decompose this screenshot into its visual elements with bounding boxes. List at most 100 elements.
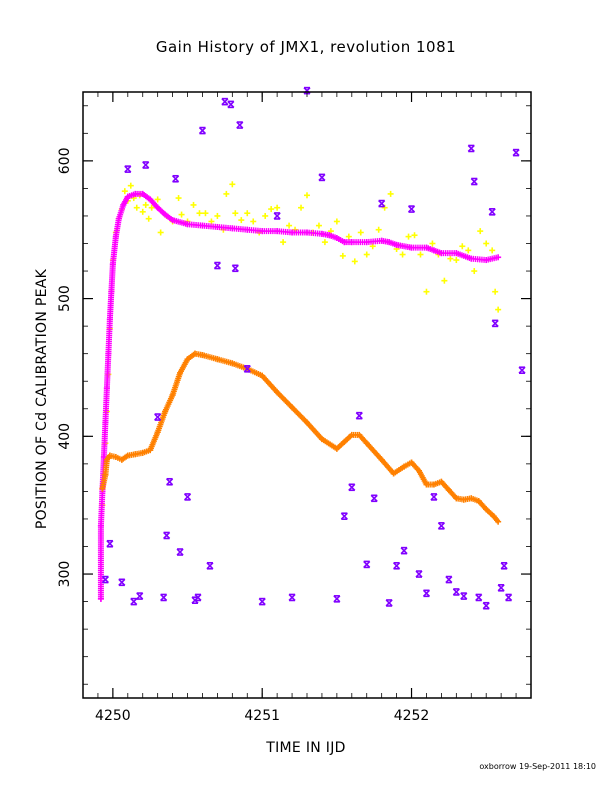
purple-point-48	[470, 177, 478, 186]
yellow-point-19	[145, 215, 152, 222]
yellow-point-68	[423, 288, 430, 295]
magenta-point-4	[102, 419, 109, 426]
magenta-point-14	[132, 190, 139, 197]
magenta-point-13	[124, 193, 131, 200]
footer-credit: oxborrow 19-Sep-2011 18:10	[479, 762, 596, 771]
purple-point-33	[363, 560, 371, 569]
yellow-point-50	[315, 222, 322, 229]
orange-point-42	[475, 498, 482, 505]
yellow-point-56	[351, 258, 358, 265]
yellow-point-37	[238, 217, 245, 224]
purple-point-19	[221, 97, 229, 106]
orange-point-41	[468, 495, 475, 502]
purple-point-15	[194, 593, 202, 602]
purple-point-31	[348, 483, 356, 492]
orange-point-37	[438, 478, 445, 485]
purple-point-3	[124, 165, 132, 173]
orange-point-18	[229, 360, 236, 367]
orange-point-26	[341, 438, 348, 445]
magenta-point-5	[103, 385, 110, 392]
orange-point-12	[169, 392, 176, 398]
purple-point-13	[183, 493, 192, 501]
purple-point-54	[500, 561, 508, 570]
yellow-point-22	[157, 229, 164, 236]
yellow-point-15	[133, 204, 140, 211]
yellow-point-11	[121, 188, 128, 195]
magenta-point-25	[259, 228, 266, 235]
orange-point-9	[147, 447, 154, 454]
purple-point-8	[160, 593, 168, 602]
magenta-point-16	[147, 196, 154, 203]
magenta-point-31	[333, 234, 340, 241]
orange-point-17	[214, 356, 221, 363]
x-tick-label: 4250	[95, 708, 131, 724]
magenta-point-38	[408, 244, 415, 251]
purple-point-30	[340, 512, 348, 521]
magenta-point-28	[304, 229, 310, 236]
yellow-point-55	[345, 233, 352, 240]
yellow-point-41	[262, 212, 269, 219]
orange-point-25	[333, 445, 340, 452]
purple-point-1	[106, 539, 114, 548]
y-tick-label: 600	[57, 147, 73, 174]
magenta-point-43	[468, 255, 475, 262]
purple-point-6	[142, 161, 150, 169]
orange-point-7	[132, 451, 139, 458]
yellow-point-17	[139, 208, 146, 215]
purple-point-2	[118, 578, 126, 587]
y-tick-label: 500	[57, 285, 73, 312]
orange-point-1	[102, 471, 109, 478]
orange-point-6	[124, 452, 131, 459]
orange-point-35	[423, 481, 430, 488]
orange-point-27	[348, 431, 355, 438]
magenta-point-26	[274, 228, 281, 235]
purple-point-23	[243, 365, 251, 373]
magenta-point-15	[139, 190, 146, 197]
yellow-point-21	[154, 196, 161, 203]
yellow-point-42	[268, 206, 275, 213]
purple-point-57	[518, 366, 526, 375]
plot-frame	[82, 91, 532, 699]
purple-point-26	[288, 593, 296, 602]
yellow-point-53	[333, 218, 340, 225]
orange-point-16	[199, 352, 206, 359]
yellow-point-30	[202, 210, 209, 217]
y-tick-label: 400	[57, 423, 73, 450]
purple-point-11	[172, 174, 180, 183]
orange-point-32	[401, 463, 408, 470]
magenta-point-6	[105, 350, 112, 357]
magenta-point-21	[199, 222, 206, 229]
purple-point-46	[460, 592, 468, 600]
magenta-point-30	[326, 232, 333, 239]
purple-point-10	[166, 477, 174, 486]
purple-point-53	[497, 584, 505, 592]
yellow-point-13	[127, 182, 134, 189]
magenta-point-40	[430, 247, 437, 254]
magenta-point-1	[97, 522, 104, 529]
orange-point-30	[378, 456, 385, 463]
yellow-point-25	[175, 195, 182, 202]
y-axis-label: POSITION OF Cd CALIBRATION PEAK	[34, 268, 50, 530]
purple-point-24	[258, 597, 266, 606]
yellow-point-79	[489, 247, 496, 254]
purple-point-56	[512, 148, 520, 157]
purple-point-38	[400, 546, 408, 555]
yellow-point-51	[321, 239, 328, 246]
magenta-point-29	[318, 230, 325, 237]
purple-point-37	[393, 561, 401, 570]
orange-point-3	[106, 452, 113, 459]
x-tick-label: 4251	[244, 708, 280, 724]
yellow-point-78	[483, 240, 490, 247]
purple-point-17	[206, 561, 214, 570]
orange-point-8	[139, 449, 146, 456]
orange-point-39	[453, 495, 460, 502]
yellow-point-80	[492, 288, 499, 295]
yellow-point-44	[280, 239, 287, 246]
magenta-point-45	[495, 254, 502, 261]
orange-point-29	[363, 440, 370, 447]
purple-point-4	[130, 597, 138, 606]
orange-point-34	[416, 467, 422, 474]
purple-point-50	[482, 601, 490, 610]
orange-point-22	[289, 404, 296, 411]
magenta-point-42	[453, 250, 460, 257]
